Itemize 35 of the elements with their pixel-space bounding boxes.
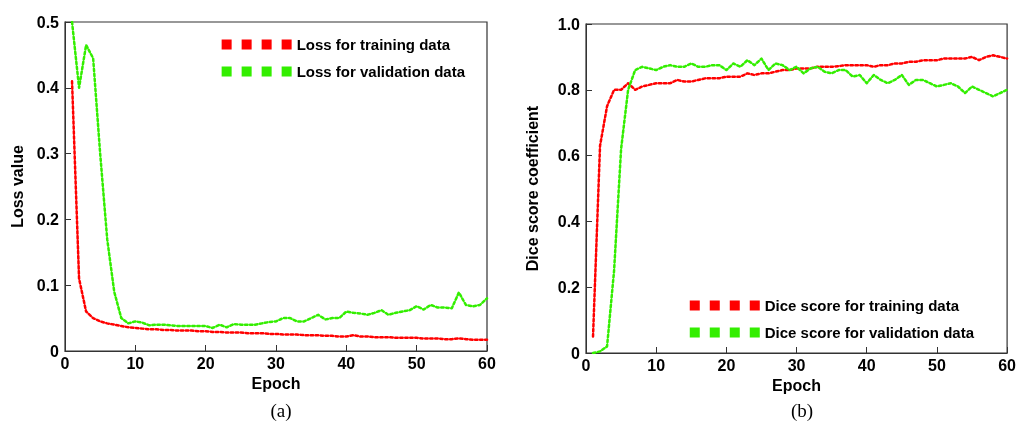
y-tick-label: 0.2: [36, 210, 60, 228]
x-tick-label: 50: [407, 354, 426, 372]
y-tick-label: 0.2: [557, 278, 581, 296]
y-tick-label: 0.4: [557, 212, 581, 230]
x-axis-title: Epoch: [251, 375, 301, 393]
y-tick-label: 0.4: [36, 79, 60, 97]
legend-label: Loss for training data: [296, 36, 451, 53]
x-tick-label: 10: [647, 356, 666, 374]
x-tick-label: 40: [857, 356, 876, 374]
x-tick-label: 30: [267, 354, 285, 372]
y-axis-title: Loss value: [9, 145, 27, 228]
x-tick-label: 20: [196, 354, 215, 372]
y-tick-label: 0.3: [36, 145, 60, 163]
y-tick-label: 0.8: [557, 81, 581, 99]
legend-label: Loss for validation data: [296, 63, 466, 80]
legend-label: Dice score for validation data: [764, 324, 975, 341]
y-axis-title: Dice score coefficient: [523, 105, 541, 272]
text: (a): [270, 400, 292, 422]
text: (b): [790, 400, 814, 422]
y-tick-label: 0.6: [557, 147, 581, 165]
x-tick-label: 60: [478, 354, 496, 372]
legend-label: Dice score for training data: [764, 297, 960, 314]
x-tick-label: 30: [787, 356, 806, 374]
line-series: [70, 79, 489, 342]
x-tick-label: 40: [337, 354, 356, 372]
y-tick-label: 0.1: [36, 276, 60, 294]
x-axis-title: Epoch: [772, 377, 821, 395]
y-tick-label: 0: [50, 342, 60, 360]
x-tick-label: 50: [928, 356, 946, 374]
y-tick-label: 0.5: [36, 13, 60, 31]
x-tick-label: 60: [998, 356, 1017, 374]
y-tick-label: 1.0: [557, 15, 581, 33]
x-tick-label: 10: [126, 354, 145, 372]
x-tick-label: 20: [717, 356, 736, 374]
line-series: [70, 20, 489, 330]
